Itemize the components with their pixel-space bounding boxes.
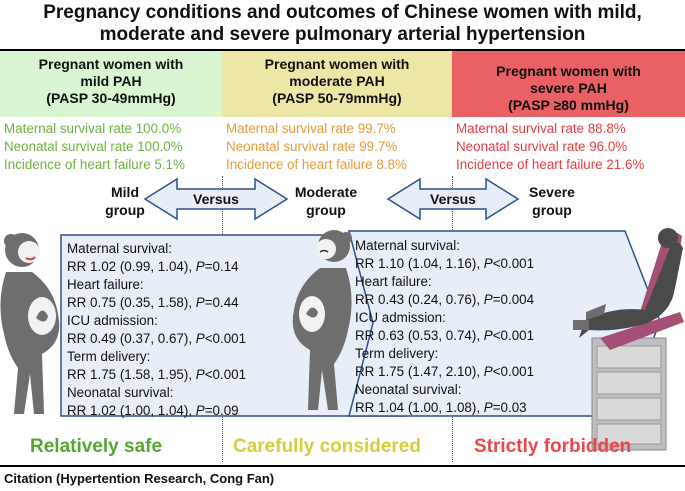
cmp1-rr-icu: RR 0.49 (0.37, 0.67), P<0.001 xyxy=(67,331,247,346)
delivery-chair-icon xyxy=(573,228,684,451)
group-label-severe: Severe group xyxy=(522,183,582,219)
stat-mild-heart-failure: Incidence of heart failure 5.1% xyxy=(4,157,185,172)
citation-divider-line xyxy=(0,465,685,467)
header-severe-line2: severe PAH xyxy=(530,80,607,96)
group-severe-line1: Severe xyxy=(529,184,575,200)
cmp2-rr-icu: RR 0.63 (0.53, 0.74), P<0.001 xyxy=(355,328,535,343)
header-moderate-line2: moderate PAH xyxy=(289,73,385,89)
header-moderate-line3: (PASP 50-79mmHg) xyxy=(272,90,402,106)
verdict-severe: Strictly forbidden xyxy=(474,436,632,457)
cmp1-label-heart-failure: Heart failure: xyxy=(67,277,144,292)
stats-moderate: Maternal survival rate 99.7% Neonatal su… xyxy=(226,120,407,174)
header-severe-line3: (PASP ≥80 mmHg) xyxy=(508,97,629,113)
versus-label-left: Versus xyxy=(193,191,239,207)
stat-moderate-heart-failure: Incidence of heart failure 8.8% xyxy=(226,157,407,172)
cmp2-label-icu: ICU admission: xyxy=(355,310,446,325)
group-mild-line1: Mild xyxy=(111,184,139,200)
stat-severe-neonatal: Neonatal survival rate 96.0% xyxy=(456,139,628,154)
header-moderate-line1: Pregnant women with xyxy=(264,56,410,72)
title-divider-line xyxy=(0,49,685,51)
cmp1-label-term-delivery: Term delivery: xyxy=(67,349,151,364)
group-moderate-line1: Moderate xyxy=(294,184,358,200)
group-mild-line2: group xyxy=(105,202,145,218)
stat-mild-neonatal: Neonatal survival rate 100.0% xyxy=(4,139,183,154)
group-label-moderate: Moderate group xyxy=(286,183,366,219)
header-severe-pah: Pregnant women with severe PAH (PASP ≥80… xyxy=(452,51,685,117)
header-mild-line3: (PASP 30-49mmHg) xyxy=(46,90,176,106)
group-moderate-line2: group xyxy=(306,202,346,218)
cmp2-rr-term-delivery: RR 1.75 (1.47, 2.10), P<0.001 xyxy=(355,364,535,379)
cmp1-rr-maternal: RR 1.02 (0.99, 1.04), P=0.14 xyxy=(67,259,239,274)
cmp1-rr-neonatal: RR 1.02 (1.00, 1.04), P=0.09 xyxy=(67,403,239,418)
stat-moderate-maternal: Maternal survival rate 99.7% xyxy=(226,121,396,136)
stat-mild-maternal: Maternal survival rate 100.0% xyxy=(4,121,182,136)
comparison-text-moderate-severe: Maternal survival: RR 1.10 (1.04, 1.16),… xyxy=(355,237,534,417)
cmp2-label-term-delivery: Term delivery: xyxy=(355,346,439,361)
header-moderate-pah: Pregnant women with moderate PAH (PASP 5… xyxy=(222,51,452,117)
cmp1-label-maternal: Maternal survival: xyxy=(67,241,172,256)
stat-moderate-neonatal: Neonatal survival rate 99.7% xyxy=(226,139,398,154)
stat-severe-heart-failure: Incidence of heart failure 21.6% xyxy=(456,157,645,172)
header-mild-pah: Pregnant women with mild PAH (PASP 30-49… xyxy=(0,51,222,117)
cmp1-label-neonatal: Neonatal survival: xyxy=(67,385,174,400)
verdict-mild: Relatively safe xyxy=(30,436,163,457)
verdict-moderate: Carefully considered xyxy=(233,436,421,457)
cmp2-rr-neonatal: RR 1.04 (1.00, 1.08), P=0.03 xyxy=(355,400,527,415)
group-severe-line2: group xyxy=(532,202,572,218)
pregnant-woman-smiling-icon xyxy=(0,233,60,414)
cmp2-rr-maternal: RR 1.10 (1.04, 1.16), P<0.001 xyxy=(355,256,535,271)
header-mild-line1: Pregnant women with xyxy=(38,56,184,72)
pregnant-woman-worried-icon xyxy=(292,230,352,410)
cmp1-rr-heart-failure: RR 0.75 (0.35, 1.58), P=0.44 xyxy=(67,295,239,310)
header-mild-line2: mild PAH xyxy=(80,73,142,89)
group-label-mild: Mild group xyxy=(103,183,147,219)
comparison-text-mild-moderate: Maternal survival: RR 1.02 (0.99, 1.04),… xyxy=(67,240,246,420)
cmp1-rr-term-delivery: RR 1.75 (1.58, 1.95), P<0.001 xyxy=(67,367,247,382)
cmp2-rr-heart-failure: RR 0.43 (0.24, 0.76), P=0.004 xyxy=(355,292,535,307)
stats-severe: Maternal survival rate 88.8% Neonatal su… xyxy=(456,120,644,174)
figure-title: Pregnancy conditions and outcomes of Chi… xyxy=(43,2,642,45)
cmp2-label-maternal: Maternal survival: xyxy=(355,238,460,253)
double-arrow-icon xyxy=(143,177,289,221)
header-severe-line1: Pregnant women with xyxy=(496,63,641,79)
cmp2-label-neonatal: Neonatal survival: xyxy=(355,382,462,397)
cmp1-label-icu: ICU admission: xyxy=(67,313,158,328)
double-arrow-icon xyxy=(386,177,520,221)
cmp2-label-heart-failure: Heart failure: xyxy=(355,274,432,289)
stat-severe-maternal: Maternal survival rate 88.8% xyxy=(456,121,626,136)
citation: Citation (Hypertention Research, Cong Fa… xyxy=(4,471,275,486)
versus-label-right: Versus xyxy=(430,191,476,207)
stats-mild: Maternal survival rate 100.0% Neonatal s… xyxy=(4,120,185,174)
